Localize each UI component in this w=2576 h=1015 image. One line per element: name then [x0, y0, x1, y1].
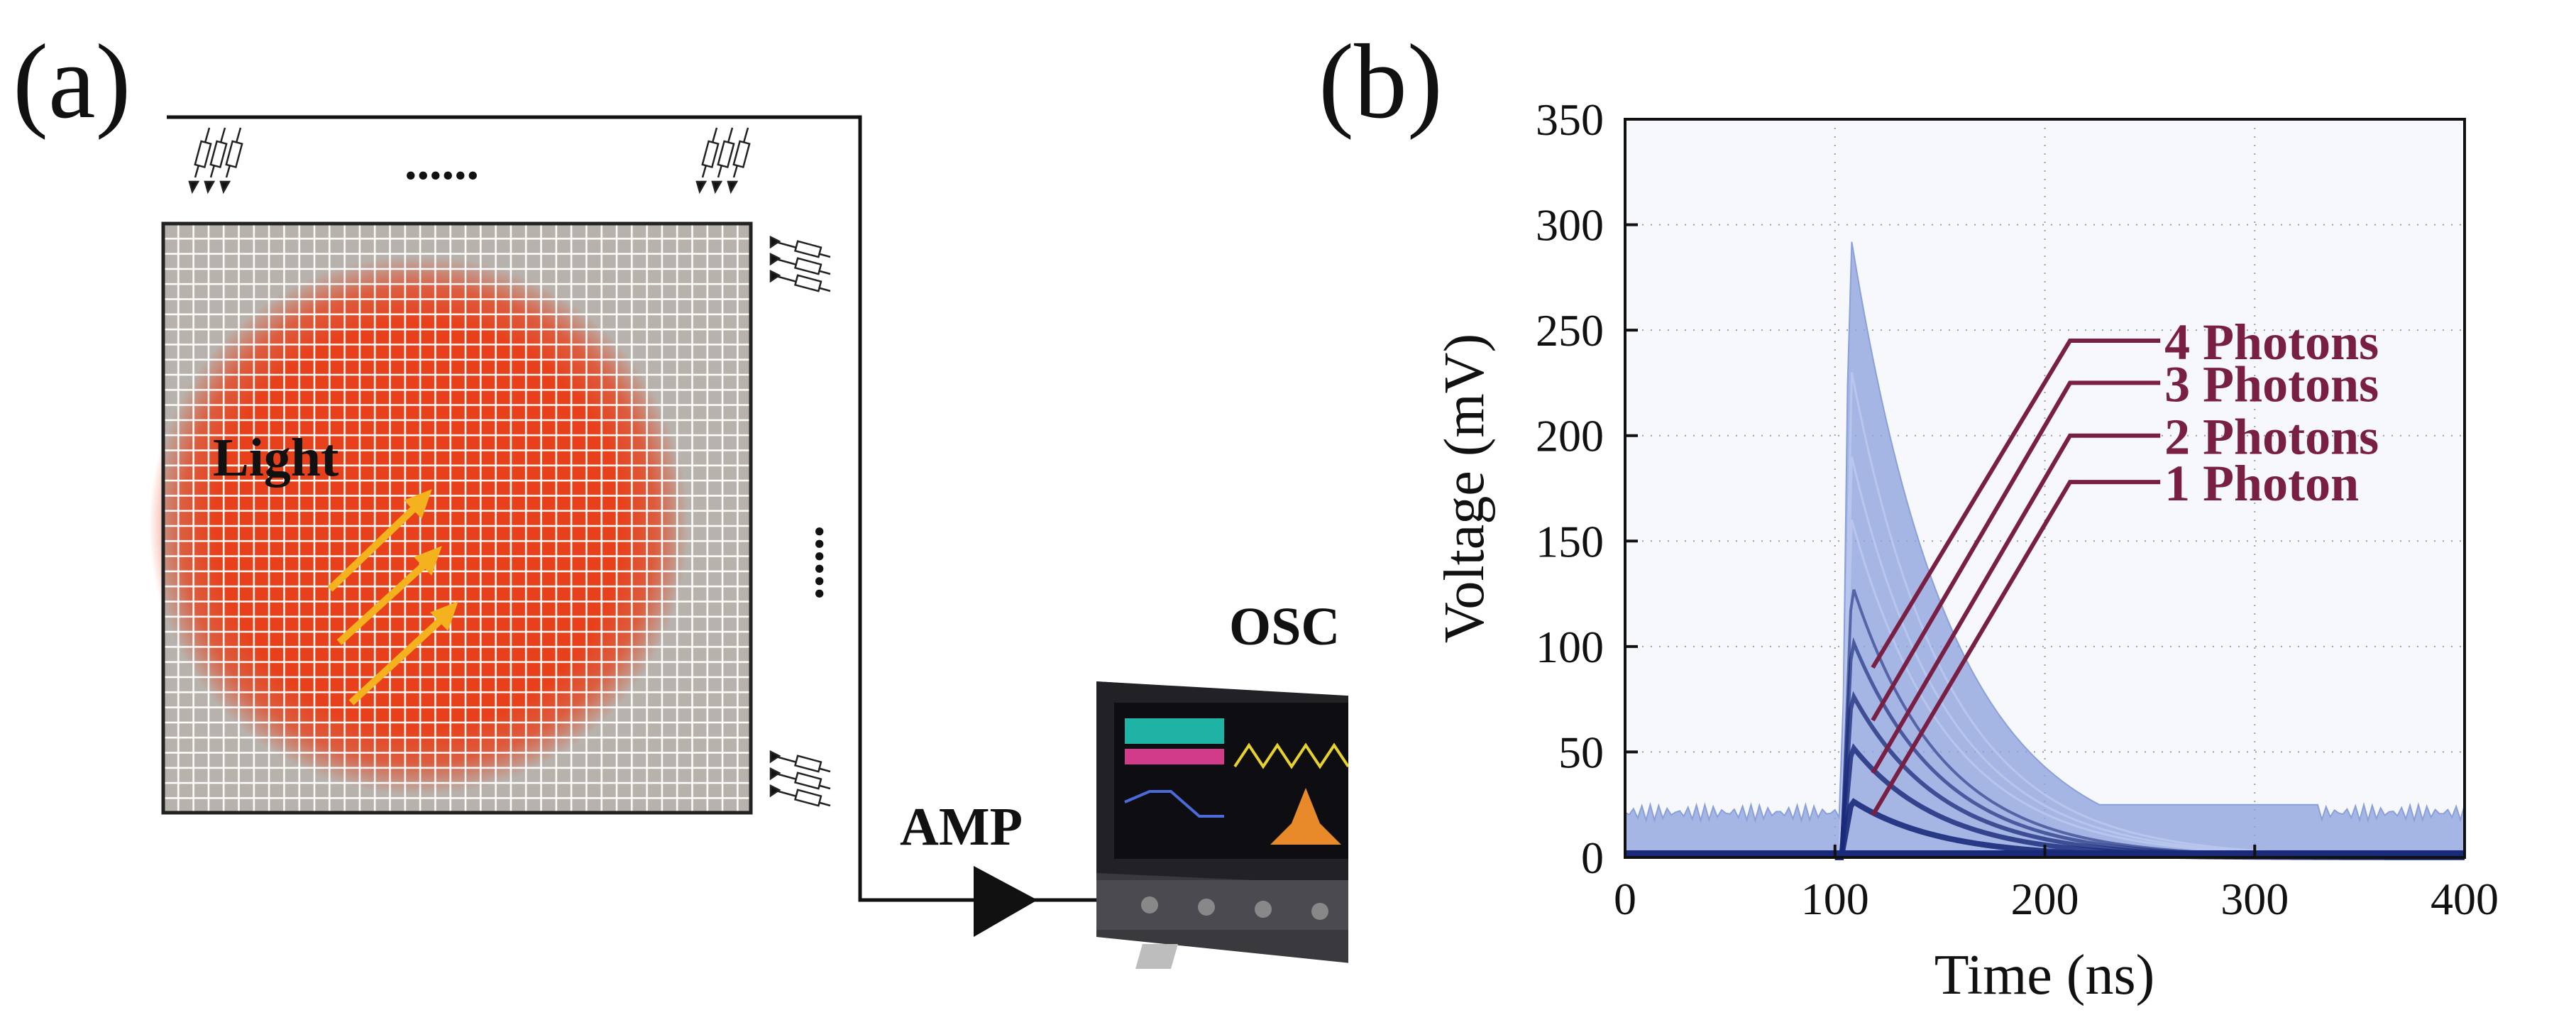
resistor-diode-icon: [219, 127, 243, 194]
amp-label: AMP: [900, 797, 1023, 857]
x-tick-label: 300: [2220, 874, 2289, 924]
ellipsis-side: ......: [805, 525, 859, 600]
waveform-chart: 0 100 200 300 400 0 50 100 150 200 250 300 350 4 Pho…: [1433, 94, 2499, 1006]
light-label: Light: [213, 428, 338, 488]
resistor-diode-icon: [769, 269, 831, 292]
y-tick-label: 150: [1536, 516, 1604, 566]
photon-annotation-label: 4 Photons: [2164, 314, 2379, 371]
panel-b-label: (b): [1319, 23, 1443, 141]
x-tick-label: 100: [1801, 874, 1869, 924]
y-tick-label: 100: [1536, 622, 1604, 672]
sipm-diagram: Light ...... ...... AMP OSC: [149, 115, 1348, 969]
resistor-diode-icon: [769, 767, 831, 790]
light-arrow-icon: [336, 546, 442, 645]
resistor-diode-icon: [769, 235, 831, 258]
x-tick-label: 0: [1614, 874, 1636, 924]
resistor-diode-icon: [204, 127, 228, 194]
light-arrow-icon: [348, 601, 458, 706]
photon-annotation-label: 1 Photon: [2164, 455, 2359, 512]
light-arrows: [327, 489, 458, 706]
x-tick-label: 400: [2431, 874, 2499, 924]
y-tick-label: 50: [1558, 727, 1604, 777]
y-axis-label: Voltage (mV): [1433, 334, 1496, 643]
resistor-diode-icon: [695, 127, 720, 194]
axis-ticks: 0 100 200 300 400 0 50 100 150 200 250 300 350: [1536, 94, 2499, 924]
resistor-diode-icon: [769, 252, 831, 275]
amplifier-icon: [974, 866, 1037, 937]
oscilloscope-icon: [1096, 681, 1348, 969]
resistor-group-top-left: [188, 127, 243, 194]
y-tick-label: 350: [1536, 94, 1604, 145]
light-arrow-icon: [327, 489, 432, 592]
y-tick-label: 200: [1536, 411, 1604, 461]
resistor-group-top-right: [695, 127, 751, 194]
panel-a-label: (a): [13, 23, 131, 141]
leader-line: [1871, 339, 2161, 669]
photon-annotation-label: 3 Photons: [2164, 356, 2379, 412]
pixel-array: [149, 221, 753, 815]
photon-leader-lines: [1871, 339, 2161, 817]
x-axis-label: Time (ns): [1934, 944, 2154, 1006]
y-tick-label: 250: [1536, 305, 1604, 356]
resistor-diode-icon: [188, 127, 212, 194]
osc-label: OSC: [1229, 597, 1340, 657]
y-tick-label: 0: [1581, 833, 1604, 883]
photon-annotation-label: 2 Photons: [2164, 409, 2379, 466]
ellipsis-top: ......: [404, 136, 479, 190]
leader-line: [1871, 380, 2161, 722]
resistor-diode-icon: [711, 127, 735, 194]
resistor-diode-icon: [769, 784, 831, 807]
leader-line: [1871, 433, 2161, 774]
resistor-diode-icon: [727, 127, 751, 194]
resistor-diode-icon: [769, 750, 831, 773]
resistor-group-side-top: [769, 235, 831, 292]
y-tick-label: 300: [1536, 200, 1604, 251]
x-tick-label: 200: [2011, 874, 2079, 924]
leader-line: [1871, 480, 2161, 817]
trace-envelope: [1624, 241, 2465, 858]
resistor-group-side-bottom: [769, 750, 831, 807]
